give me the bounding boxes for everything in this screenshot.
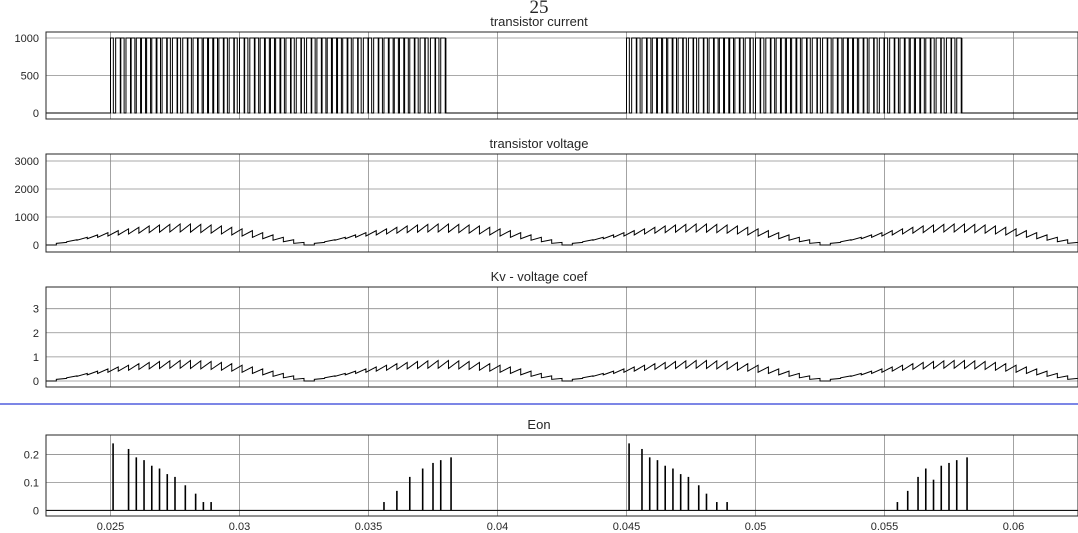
y-tick-label: 0.1 — [24, 477, 39, 489]
axes-background — [46, 287, 1078, 387]
x-tick-label: 0.055 — [871, 521, 899, 533]
plot-title-kv-voltage-coef: Kv - voltage coef — [491, 269, 588, 284]
x-tick-label: 0.025 — [97, 521, 125, 533]
plot-eon: Eon 0 0.1 0.2 0.025 0.03 0.035 0.04 0.045 0.05 0.… — [24, 417, 1078, 533]
plot-title-transistor-voltage: transistor voltage — [490, 136, 589, 151]
y-tick-label: 0 — [33, 240, 39, 252]
page-number: 25 — [530, 0, 549, 18]
axes-background — [46, 435, 1078, 516]
axes-frame — [45, 31, 1078, 120]
voltage-trace — [46, 359, 1078, 382]
y-tick-label: 500 — [21, 71, 39, 83]
voltage-trace — [46, 223, 1078, 246]
x-tick-label: 0.035 — [355, 521, 383, 533]
y-tick-label: 3 — [33, 304, 39, 316]
y-tick-label: 0 — [33, 505, 39, 517]
plot-transistor-voltage: transistor voltage 0 1000 2000 3000 — [15, 136, 1078, 253]
y-tick-label: 1 — [33, 352, 39, 364]
y-tick-label: 3000 — [15, 156, 39, 168]
plot-title-eon: Eon — [527, 417, 550, 432]
x-tick-label: 0.045 — [613, 521, 641, 533]
current-trace — [46, 37, 1078, 114]
x-tick-label: 0.05 — [745, 521, 766, 533]
x-tick-label: 0.03 — [229, 521, 250, 533]
y-tick-label: 2000 — [15, 184, 39, 196]
axes-kv-voltage-coef: 0 1 2 3 — [33, 286, 1078, 388]
axes-frame — [45, 153, 1078, 253]
axes-transistor-voltage: 0 1000 2000 3000 — [15, 153, 1078, 253]
plot-kv-voltage-coef: Kv - voltage coef 0 1 2 3 — [33, 269, 1078, 388]
x-tick-label: 0.04 — [487, 521, 508, 533]
plot-title-transistor-current: transistor current — [490, 14, 588, 29]
x-tick-label: 0.06 — [1003, 521, 1024, 533]
y-tick-label: 1000 — [15, 212, 39, 224]
plot-transistor-current: transistor current 0 500 1000 — [15, 14, 1078, 120]
axes-background — [46, 154, 1078, 252]
y-tick-label: 1000 — [15, 33, 39, 45]
axes-frame — [45, 434, 1078, 517]
axes-transistor-current: 0 500 1000 — [15, 31, 1078, 120]
y-tick-label: 0.2 — [24, 450, 39, 462]
axes-eon: 0 0.1 0.2 0.025 0.03 0.035 0.04 0.045 0.05 0.055 0… — [24, 434, 1078, 533]
axes-frame — [45, 286, 1078, 388]
y-tick-label: 2 — [33, 328, 39, 340]
y-tick-label: 0 — [33, 108, 39, 120]
y-tick-label: 0 — [33, 376, 39, 388]
